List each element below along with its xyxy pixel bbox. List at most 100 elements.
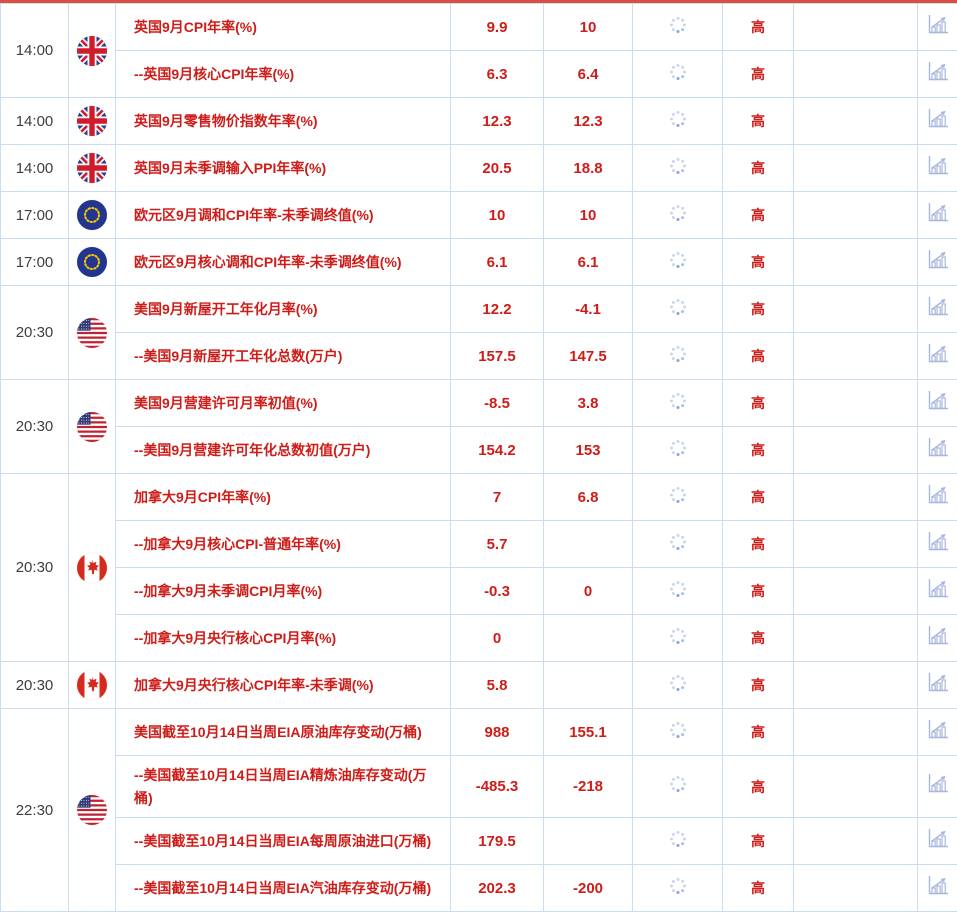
importance-cell: 高 <box>723 474 794 521</box>
chart-cell[interactable] <box>918 615 957 662</box>
published-value-cell <box>633 333 723 380</box>
bar-chart-icon[interactable] <box>926 672 950 699</box>
previous-value-cell: -0.3 <box>451 568 544 615</box>
chart-cell[interactable] <box>918 4 957 51</box>
chart-cell[interactable] <box>918 818 957 865</box>
chart-cell[interactable] <box>918 98 957 145</box>
bar-chart-icon[interactable] <box>926 61 950 88</box>
bar-chart-icon[interactable] <box>926 773 950 800</box>
chart-cell[interactable] <box>918 333 957 380</box>
forecast-value-cell <box>544 615 633 662</box>
chart-cell[interactable] <box>918 865 957 912</box>
chart-cell[interactable] <box>918 474 957 521</box>
empty-cell <box>794 756 918 818</box>
table-row: 20:30 美国9月营建许可月率初值(%) -8.5 3.8 高 <box>1 380 957 427</box>
loading-spinner-icon <box>668 344 688 369</box>
bar-chart-icon[interactable] <box>926 296 950 323</box>
previous-value-cell: 12.2 <box>451 286 544 333</box>
forecast-value-cell: -200 <box>544 865 633 912</box>
us-flag-icon <box>77 318 107 348</box>
importance-cell: 高 <box>723 380 794 427</box>
chart-cell[interactable] <box>918 51 957 98</box>
table-row: --英国9月核心CPI年率(%) 6.3 6.4 高 <box>1 51 957 98</box>
previous-value-cell: 5.8 <box>451 662 544 709</box>
forecast-value-cell: 12.3 <box>544 98 633 145</box>
empty-cell <box>794 239 918 286</box>
empty-cell <box>794 333 918 380</box>
loading-spinner-icon <box>668 829 688 854</box>
flag-cell <box>69 192 116 239</box>
event-cell: --美国截至10月14日当周EIA精炼油库存变动(万桶) <box>116 756 451 818</box>
bar-chart-icon[interactable] <box>926 625 950 652</box>
previous-value-cell: 12.3 <box>451 98 544 145</box>
chart-cell[interactable] <box>918 239 957 286</box>
chart-cell[interactable] <box>918 427 957 474</box>
table-row: 14:00 英国9月未季调输入PPI年率(%) 20.5 18.8 高 <box>1 145 957 192</box>
chart-cell[interactable] <box>918 568 957 615</box>
bar-chart-icon[interactable] <box>926 578 950 605</box>
empty-cell <box>794 4 918 51</box>
bar-chart-icon[interactable] <box>926 719 950 746</box>
previous-value-cell: 9.9 <box>451 4 544 51</box>
empty-cell <box>794 709 918 756</box>
event-cell: --加拿大9月核心CPI-普通年率(%) <box>116 521 451 568</box>
loading-spinner-icon <box>668 438 688 463</box>
previous-value-cell: 7 <box>451 474 544 521</box>
bar-chart-icon[interactable] <box>926 155 950 182</box>
time-cell: 20:30 <box>1 474 69 662</box>
bar-chart-icon[interactable] <box>926 202 950 229</box>
published-value-cell <box>633 865 723 912</box>
published-value-cell <box>633 98 723 145</box>
previous-value-cell: 5.7 <box>451 521 544 568</box>
importance-cell: 高 <box>723 145 794 192</box>
chart-cell[interactable] <box>918 521 957 568</box>
chart-cell[interactable] <box>918 192 957 239</box>
event-cell: --加拿大9月未季调CPI月率(%) <box>116 568 451 615</box>
flag-cell <box>69 145 116 192</box>
loading-spinner-icon <box>668 391 688 416</box>
forecast-value-cell: 6.1 <box>544 239 633 286</box>
empty-cell <box>794 192 918 239</box>
importance-cell: 高 <box>723 286 794 333</box>
importance-cell: 高 <box>723 865 794 912</box>
forecast-value-cell: -4.1 <box>544 286 633 333</box>
bar-chart-icon[interactable] <box>926 14 950 41</box>
loading-spinner-icon <box>668 156 688 181</box>
event-cell: 加拿大9月央行核心CPI年率-未季调(%) <box>116 662 451 709</box>
chart-cell[interactable] <box>918 756 957 818</box>
bar-chart-icon[interactable] <box>926 437 950 464</box>
bar-chart-icon[interactable] <box>926 390 950 417</box>
published-value-cell <box>633 521 723 568</box>
chart-cell[interactable] <box>918 286 957 333</box>
event-cell: 英国9月未季调输入PPI年率(%) <box>116 145 451 192</box>
eu-flag-icon <box>77 200 107 230</box>
event-cell: --美国截至10月14日当周EIA汽油库存变动(万桶) <box>116 865 451 912</box>
chart-cell[interactable] <box>918 662 957 709</box>
loading-spinner-icon <box>668 109 688 134</box>
importance-cell: 高 <box>723 51 794 98</box>
loading-spinner-icon <box>668 250 688 275</box>
previous-value-cell: 154.2 <box>451 427 544 474</box>
bar-chart-icon[interactable] <box>926 484 950 511</box>
forecast-value-cell: 10 <box>544 4 633 51</box>
time-cell: 14:00 <box>1 98 69 145</box>
chart-cell[interactable] <box>918 145 957 192</box>
chart-cell[interactable] <box>918 380 957 427</box>
event-cell: --加拿大9月央行核心CPI月率(%) <box>116 615 451 662</box>
event-cell: 加拿大9月CPI年率(%) <box>116 474 451 521</box>
bar-chart-icon[interactable] <box>926 828 950 855</box>
bar-chart-icon[interactable] <box>926 249 950 276</box>
published-value-cell <box>633 474 723 521</box>
bar-chart-icon[interactable] <box>926 875 950 902</box>
importance-cell: 高 <box>723 568 794 615</box>
empty-cell <box>794 380 918 427</box>
bar-chart-icon[interactable] <box>926 343 950 370</box>
bar-chart-icon[interactable] <box>926 108 950 135</box>
empty-cell <box>794 474 918 521</box>
previous-value-cell: 20.5 <box>451 145 544 192</box>
chart-cell[interactable] <box>918 709 957 756</box>
bar-chart-icon[interactable] <box>926 531 950 558</box>
flag-cell <box>69 662 116 709</box>
time-cell: 22:30 <box>1 709 69 912</box>
table-row: 17:00 欧元区9月调和CPI年率-未季调终值(%) 10 10 高 <box>1 192 957 239</box>
